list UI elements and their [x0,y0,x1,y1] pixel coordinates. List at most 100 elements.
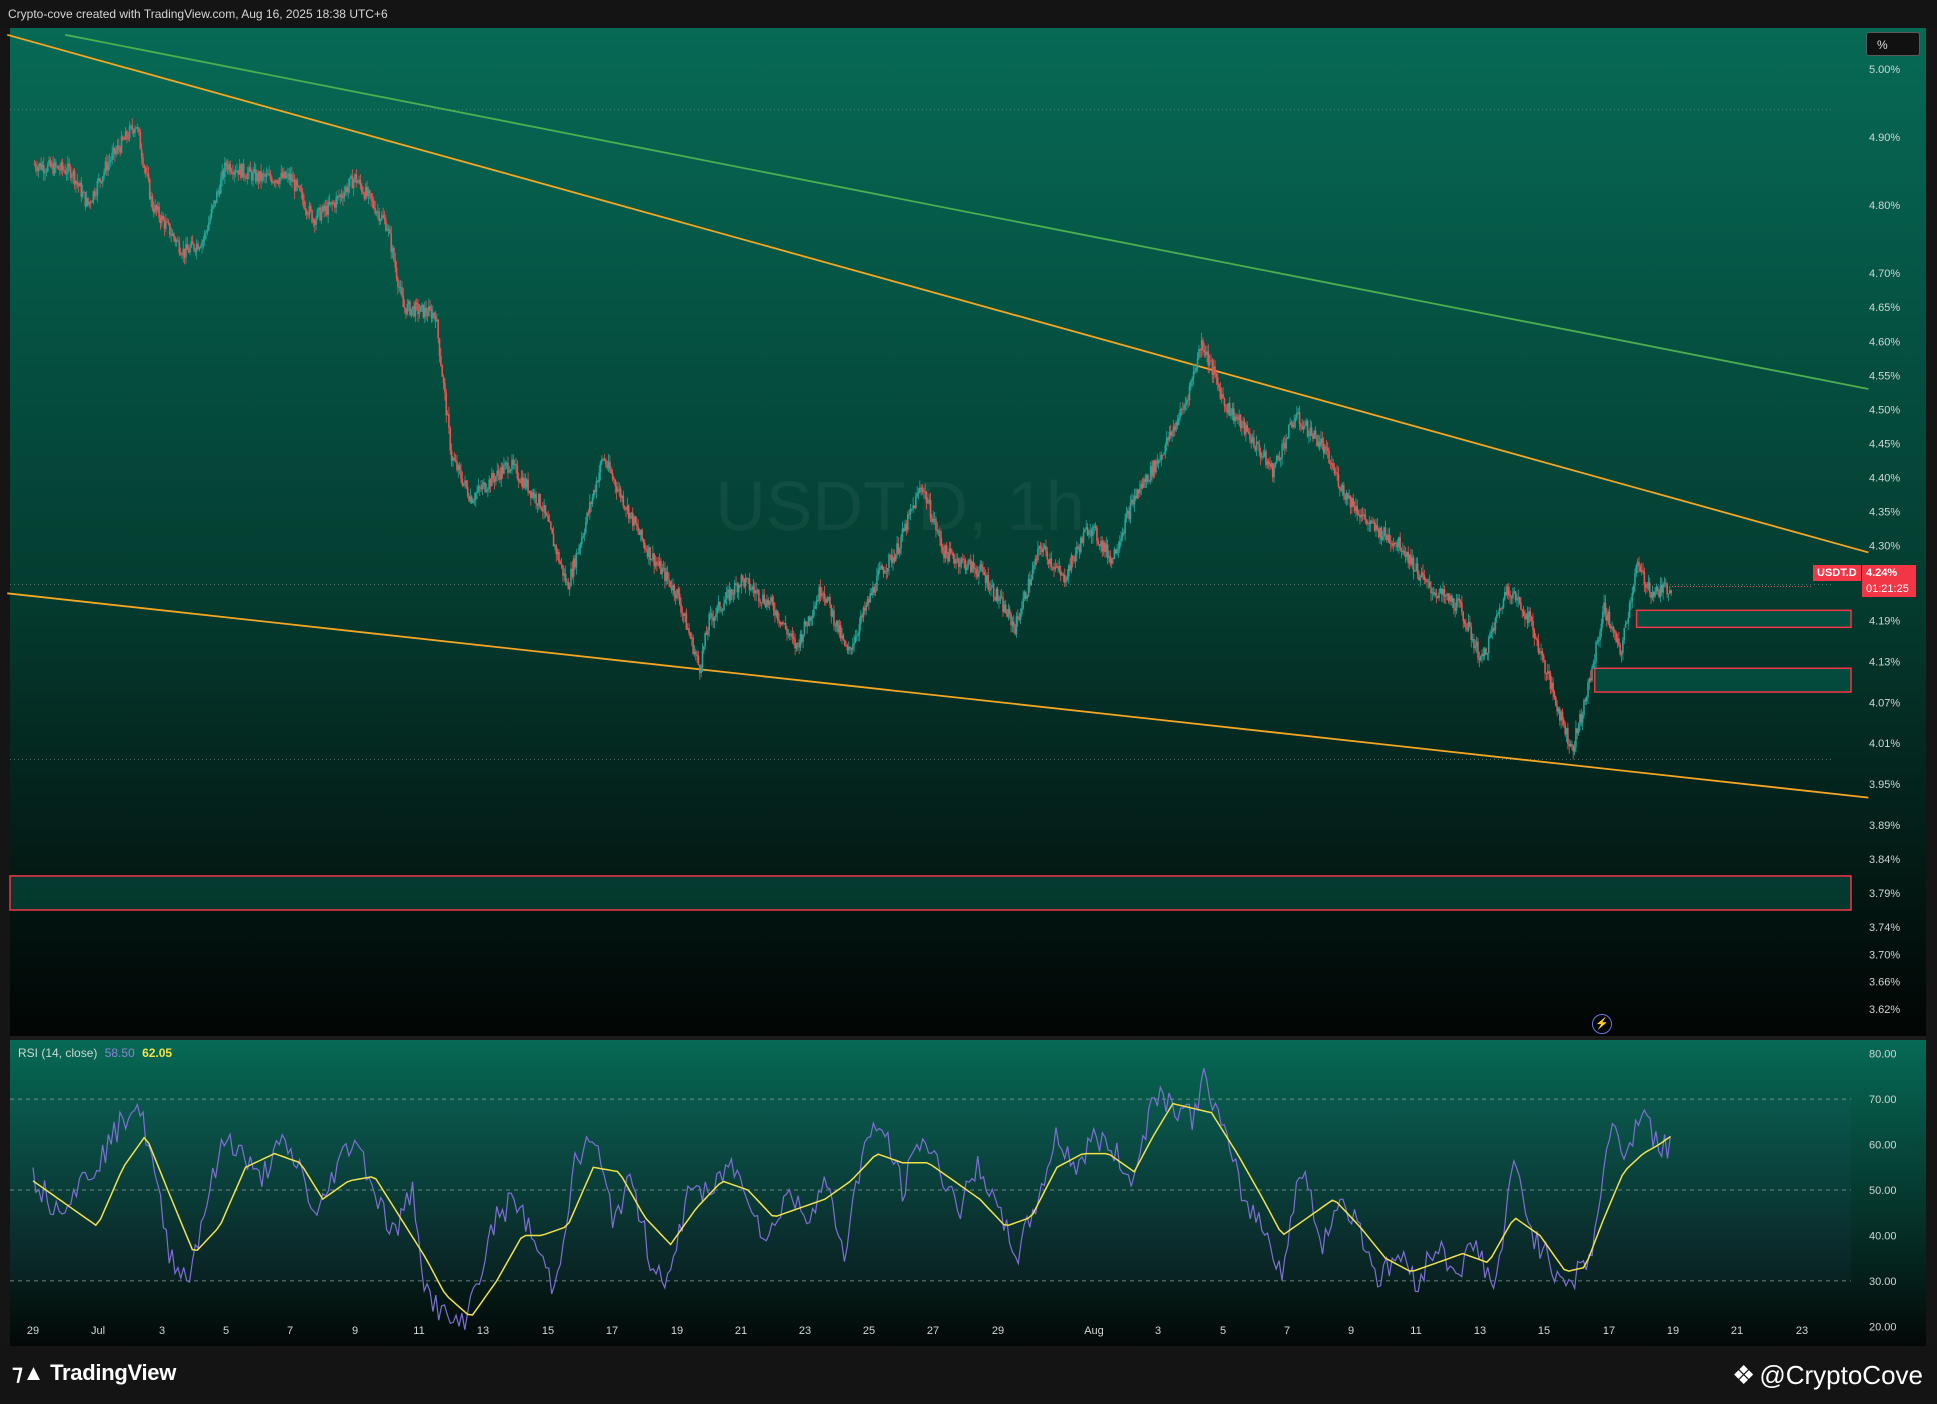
candle-body [610,470,613,474]
candle-body [1226,406,1228,413]
candle-body [944,545,947,559]
candle-body [1112,558,1114,560]
candle-body [767,599,770,605]
candle-body [1406,552,1408,557]
candle-body [543,505,545,512]
time-tick-label: 27 [927,1325,939,1337]
candle-body [523,478,525,488]
candle-body [358,179,360,182]
candle-body [1485,648,1487,655]
candle-body [493,478,496,482]
candle-body [1628,602,1631,618]
rsi-legend[interactable]: RSI (14, close) 58.50 62.05 [18,1046,172,1060]
candle-body [1581,714,1584,723]
rsi-tick-label: 70.00 [1869,1094,1897,1106]
candle-body [920,487,922,489]
tradingview-logo[interactable]: ⁊▲ TradingView [12,1360,176,1386]
candle-body [366,186,368,197]
candle-body [423,307,426,318]
candle-body [1391,543,1393,546]
candle-body [190,241,193,247]
candle-body [504,463,507,465]
candle-body [733,583,736,595]
candle-body [1031,569,1034,580]
candle-body [979,564,982,571]
time-tick-label: 5 [1220,1325,1226,1337]
candle-body [1348,495,1350,499]
candle-body [112,147,115,153]
candle-body [296,180,299,186]
candle-body [1258,443,1261,452]
candle-body [838,625,841,633]
candle-body [739,584,741,587]
pane-separator [0,1036,1937,1040]
candle-body [387,228,390,230]
candle-body [1655,586,1658,592]
candle-body [1120,538,1122,542]
lightning-icon[interactable]: ⚡ [1592,1014,1612,1034]
candle-body [690,637,693,639]
candle-body [244,175,246,178]
candle-body [982,566,984,573]
candle-body [288,173,291,181]
candle-body [783,623,786,625]
candle-body [1065,580,1067,583]
candle-body [1071,555,1074,560]
candle-body [60,162,62,171]
candle-body [576,552,579,554]
candle-body [705,632,708,635]
candle-body [1651,591,1654,598]
candle-body [38,163,41,167]
candle-body [1611,626,1613,629]
candle-body [850,648,853,650]
candle-body [1667,593,1670,595]
candle-body [645,548,647,551]
rsi-axis[interactable]: 80.00 70.00 60.00 50.00 40.00 30.00 20.00 [1869,1049,1897,1334]
candle-body [886,568,889,572]
candle-body [1006,613,1008,617]
candle-body [246,172,249,179]
time-tick-label: 3 [1155,1325,1161,1337]
candle-body [1143,479,1145,488]
candle-body [1077,546,1079,549]
candle-body [919,487,921,493]
candle-body [1631,593,1634,602]
candle-body [627,505,630,519]
candle-body [1650,592,1652,598]
cryptocove-logo-icon: ❖ [1732,1360,1756,1390]
candle-body [1097,541,1100,545]
candle-body [80,182,83,197]
candle-body [171,233,174,236]
candle-body [75,180,77,185]
cryptocove-logo[interactable]: ❖ @CryptoCove [1732,1360,1923,1391]
candle-body [300,190,303,193]
candle-body [1131,499,1133,503]
candle-body [249,167,252,172]
candle-body [287,173,289,176]
candle-body [1173,426,1176,431]
candle-body [1092,526,1094,536]
candle-body [1592,663,1595,668]
candle-body [53,162,56,175]
candle-body [1073,559,1075,562]
candle-body [97,178,100,182]
candle-body [732,594,735,596]
candle-body [869,593,871,603]
trendlines[interactable] [6,33,1869,799]
candle-body [309,205,312,211]
candle-body [1389,542,1392,544]
candle-body [1171,431,1173,436]
price-axis[interactable]: 5.00% 4.90% 4.80% 4.70% 4.65% 4.60% 4.55% 4.50%… [1869,64,1900,1016]
candle-body [1341,485,1344,492]
candle-body [1082,532,1085,544]
time-axis[interactable]: 29 Jul 3 5 7 9 11 13 15 17 19 21 23 25 27 29 Aug 3 5 7 9 11 13… [27,1325,1808,1337]
candle-body [1124,519,1126,534]
time-tick-label: 7 [287,1325,293,1337]
candle-body [842,635,845,640]
candle-body [939,530,941,539]
percent-scale-button[interactable]: % [1866,32,1920,56]
candle-body [1665,583,1667,585]
candle-body [491,473,493,487]
candle-body [858,623,861,634]
candle-body [232,172,234,175]
